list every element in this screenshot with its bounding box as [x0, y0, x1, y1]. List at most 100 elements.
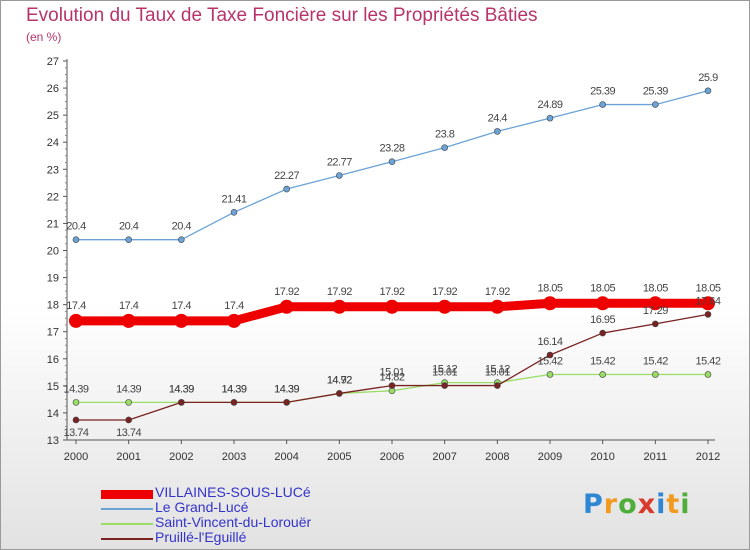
- data-point: [652, 101, 659, 108]
- data-point: [178, 236, 185, 243]
- data-label: 14.82: [379, 372, 404, 384]
- y-tick-label: 16: [47, 354, 59, 366]
- data-point: [701, 296, 715, 311]
- data-label: 25.9: [698, 72, 718, 84]
- data-label: 13.74: [63, 427, 88, 439]
- y-tick-label: 24: [47, 137, 59, 149]
- data-point: [494, 382, 501, 389]
- data-label: 15.12: [432, 364, 457, 376]
- logo-letter: x: [637, 489, 657, 520]
- data-label: 14.39: [274, 383, 299, 395]
- data-point: [437, 299, 452, 314]
- data-label: 13.74: [116, 427, 141, 439]
- data-label: 14.39: [63, 383, 88, 395]
- data-point: [388, 382, 396, 389]
- legend-label: Saint-Vincent-du-Lorouër: [155, 514, 312, 530]
- data-label: 20.4: [66, 221, 86, 233]
- data-label: 21.41: [221, 193, 246, 205]
- data-label: 18.05: [537, 282, 562, 294]
- data-label: 14.39: [116, 383, 141, 395]
- unit-label: (en %): [26, 30, 62, 44]
- data-point: [230, 399, 238, 406]
- data-label: 15.01: [432, 367, 457, 379]
- y-tick-label: 19: [47, 273, 59, 285]
- x-tick-label: 2002: [169, 451, 193, 463]
- data-point: [336, 390, 343, 397]
- data-label: 16.95: [590, 314, 615, 326]
- x-tick-label: 2004: [274, 451, 298, 463]
- y-tick-label: 23: [47, 164, 59, 176]
- data-label: 18.05: [695, 282, 720, 294]
- data-point: [599, 101, 606, 108]
- data-label: 23.28: [379, 143, 404, 155]
- data-label: 14.39: [169, 383, 194, 395]
- data-point: [494, 128, 501, 135]
- data-point: [599, 329, 606, 337]
- data-label: 17.92: [379, 286, 404, 298]
- x-tick-label: 2008: [485, 451, 509, 463]
- data-label: 25.39: [643, 86, 668, 98]
- data-label: 22.27: [274, 170, 299, 182]
- data-label: 17.92: [274, 286, 299, 298]
- y-tick-label: 26: [47, 83, 59, 95]
- y-tick-label: 18: [47, 300, 59, 312]
- series-line-1: [75, 90, 709, 241]
- data-label: 15.12: [485, 364, 510, 376]
- data-point: [441, 144, 448, 151]
- x-tick-label: 2007: [432, 451, 456, 463]
- data-point: [704, 87, 712, 95]
- data-point: [121, 313, 136, 328]
- data-point: [704, 371, 712, 378]
- data-label: 17.64: [695, 295, 720, 307]
- data-point: [69, 313, 83, 328]
- legend-swatch: [101, 538, 153, 540]
- data-label: 14.39: [274, 383, 299, 395]
- data-label: 15.01: [485, 367, 510, 379]
- data-label: 24.89: [537, 99, 562, 111]
- logo-letter: i: [680, 489, 691, 520]
- data-label: 18.05: [590, 282, 615, 294]
- data-point: [72, 416, 80, 424]
- data-point: [279, 299, 294, 314]
- logo-letter: i: [656, 489, 667, 520]
- data-point: [227, 313, 241, 328]
- data-point: [595, 296, 610, 311]
- logo-letter: o: [618, 489, 638, 520]
- y-tick-label: 17: [47, 327, 59, 339]
- data-point: [283, 399, 290, 406]
- data-label: 15.01: [379, 367, 404, 379]
- data-point: [72, 399, 80, 406]
- data-point: [546, 351, 554, 359]
- logo-letter: P: [583, 489, 604, 520]
- data-point: [336, 172, 343, 179]
- data-label: 14.39: [221, 383, 246, 395]
- data-label: 14.92: [327, 374, 352, 386]
- data-label: 17.92: [432, 286, 457, 298]
- legend-label: Le Grand-Lucé: [155, 499, 249, 515]
- data-label: 15.42: [537, 355, 562, 367]
- data-point: [230, 209, 238, 216]
- x-tick-label: 2006: [380, 451, 404, 463]
- data-label: 20.4: [172, 221, 192, 233]
- x-tick-label: 2001: [116, 451, 140, 463]
- data-point: [490, 299, 505, 314]
- data-point: [543, 296, 557, 311]
- data-label: 17.4: [224, 300, 244, 312]
- data-label: 23.8: [435, 129, 455, 141]
- y-tick-label: 27: [47, 56, 59, 68]
- data-label: 17.4: [119, 300, 139, 312]
- x-tick-label: 2010: [590, 451, 614, 463]
- data-label: 17.92: [485, 286, 510, 298]
- x-tick-label: 2005: [327, 451, 351, 463]
- data-label: 25.39: [590, 86, 615, 98]
- legend-label: VILLAINES-SOUS-LUCé: [155, 484, 311, 500]
- data-label: 15.42: [695, 355, 720, 367]
- y-tick-label: 21: [47, 218, 59, 230]
- data-point: [599, 371, 606, 378]
- x-tick-label: 2009: [538, 451, 562, 463]
- legend-swatch: [101, 508, 153, 510]
- data-point: [546, 371, 554, 378]
- data-label: 17.29: [643, 305, 668, 317]
- legend-label: Pruillé-l'Eguillé: [155, 529, 247, 545]
